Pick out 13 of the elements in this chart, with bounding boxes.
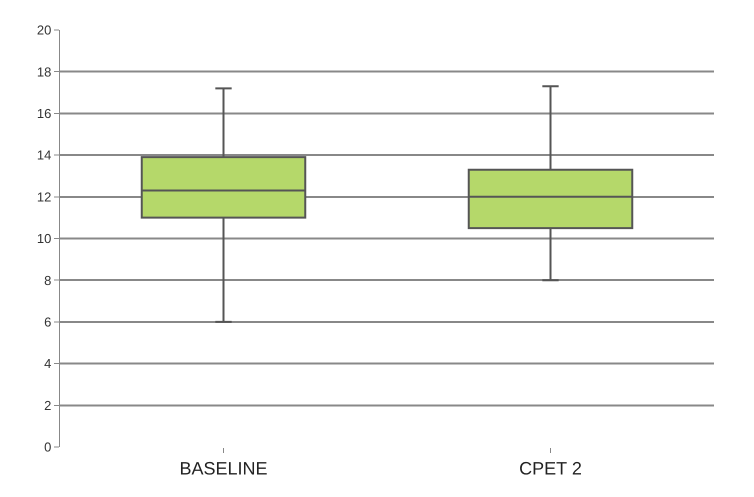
- y-tick-label: 0: [44, 440, 52, 455]
- y-tick-label: 6: [44, 314, 52, 330]
- y-tick-label: 16: [36, 106, 52, 121]
- y-tick-label: 2: [44, 398, 52, 413]
- y-tick-label: 8: [44, 272, 52, 288]
- y-tick-label: 14: [36, 148, 52, 163]
- y-tick-label: 20: [36, 22, 52, 38]
- y-tick-label: 4: [44, 356, 52, 372]
- y-tick-label: 12: [36, 189, 52, 204]
- x-tick-label: BASELINE: [179, 458, 268, 479]
- y-tick-label: 10: [36, 231, 52, 246]
- x-tick-label: CPET 2: [519, 458, 582, 479]
- y-tick-label: 18: [36, 64, 52, 80]
